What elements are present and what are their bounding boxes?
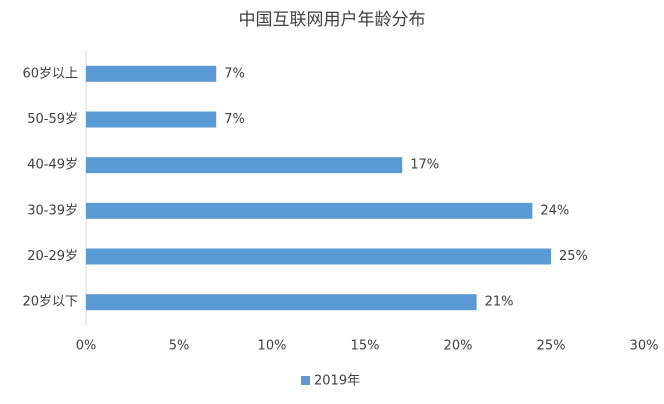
chart-title: 中国互联网用户年龄分布 <box>239 10 426 30</box>
x-tick-label: 10% <box>258 339 287 354</box>
bar <box>86 202 533 219</box>
bar <box>86 157 403 174</box>
y-tick-label: 40-49岁 <box>27 158 78 173</box>
x-tick-label: 5% <box>169 339 190 354</box>
x-tick-label: 20% <box>444 339 473 354</box>
y-tick-label: 20岁以下 <box>22 295 78 310</box>
bar <box>86 111 217 128</box>
y-tick-label: 30-39岁 <box>27 203 78 218</box>
value-label: 7% <box>224 112 245 127</box>
x-tick-label: 15% <box>351 339 380 354</box>
x-tick-label: 30% <box>630 339 659 354</box>
value-label: 21% <box>485 295 514 310</box>
legend-swatch <box>301 376 310 385</box>
bar <box>86 294 477 311</box>
x-tick-label: 25% <box>537 339 566 354</box>
value-label: 17% <box>410 158 439 173</box>
y-tick-label: 20-29岁 <box>27 249 78 264</box>
value-label: 24% <box>540 203 569 218</box>
x-tick-label: 0% <box>76 339 97 354</box>
y-tick-label: 60岁以上 <box>22 66 78 81</box>
y-tick-label: 50-59岁 <box>27 112 78 127</box>
legend-label: 2019年 <box>314 374 360 389</box>
bar <box>86 248 551 265</box>
value-label: 25% <box>559 249 588 264</box>
value-label: 7% <box>224 66 245 81</box>
bar <box>86 65 217 82</box>
